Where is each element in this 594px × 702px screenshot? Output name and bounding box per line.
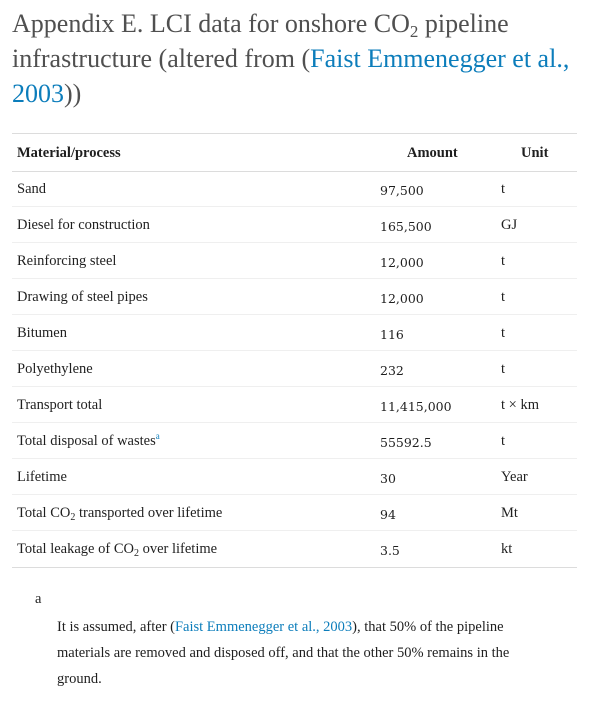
row-label-co2-leakage-rest: over lifetime — [138, 541, 218, 557]
header-bottom-rule — [12, 171, 577, 172]
header-unit: Unit — [521, 145, 549, 161]
table-top-rule — [12, 133, 577, 134]
row-divider — [12, 386, 577, 387]
row-amount-transport: 11,415,000 — [380, 399, 452, 414]
footnote-citation-link[interactable]: Faist Emmenegger et al., 2003 — [174, 619, 353, 635]
row-label-co2-transported-rest: transported over lifetime — [75, 505, 223, 521]
row-amount-bitumen: 116 — [380, 327, 404, 342]
row-label-polyethylene: Polyethylene — [17, 361, 93, 377]
row-amount-wastes: 55592.5 — [380, 435, 432, 450]
row-divider — [12, 350, 577, 351]
title-prefix: Appendix E. LCI data for onshore CO — [12, 9, 410, 38]
row-label-co2-transported-text: Total CO — [17, 505, 71, 521]
row-unit-co2-transported: Mt — [501, 505, 518, 521]
row-unit-diesel: GJ — [501, 217, 518, 233]
row-label-co2-transported: Total CO2 transported over lifetime — [17, 505, 223, 523]
row-unit-sand: t — [501, 181, 506, 197]
row-label-diesel: Diesel for construction — [17, 217, 150, 233]
row-unit-polyethylene: t — [501, 361, 506, 377]
row-label-co2-leakage: Total leakage of CO2 over lifetime — [17, 541, 218, 559]
row-amount-reinforcing-steel: 12,000 — [380, 255, 424, 270]
header-amount: Amount — [407, 145, 458, 161]
row-label-lifetime: Lifetime — [17, 469, 67, 485]
row-unit-wastes: t — [501, 433, 506, 449]
row-amount-steel-pipes: 12,000 — [380, 291, 424, 306]
row-label-steel-pipes: Drawing of steel pipes — [17, 289, 148, 305]
title-citation-link[interactable]: Faist Emmenegger et al., 2003 — [12, 44, 570, 108]
title-subscript: 2 — [409, 22, 419, 41]
row-amount-lifetime: 30 — [380, 471, 396, 486]
footnote-text-before: It is assumed, after ( — [57, 619, 175, 635]
title-suffix: )) — [64, 79, 82, 108]
row-unit-steel-pipes: t — [501, 289, 506, 305]
row-unit-co2-leakage: kt — [501, 541, 513, 557]
row-amount-co2-leakage: 3.5 — [380, 543, 400, 558]
table-bottom-rule — [12, 567, 577, 568]
row-unit-reinforcing-steel: t — [501, 253, 506, 269]
row-divider — [12, 242, 577, 243]
title-middle: pipeline infrastructure (altered from ( — [12, 9, 509, 73]
row-amount-diesel: 165,500 — [380, 219, 432, 234]
row-divider — [12, 494, 577, 495]
footnote-label: a — [35, 591, 42, 607]
row-label-bitumen: Bitumen — [17, 325, 67, 341]
row-divider — [12, 206, 577, 207]
row-amount-polyethylene: 232 — [380, 363, 404, 378]
row-divider — [12, 458, 577, 459]
row-label-wastes-text: Total disposal of wastes — [17, 433, 156, 449]
row-amount-co2-transported: 94 — [380, 507, 396, 522]
row-divider — [12, 278, 577, 279]
row-divider — [12, 422, 577, 423]
row-label-sand: Sand — [17, 181, 46, 197]
row-unit-bitumen: t — [501, 325, 506, 341]
row-divider — [12, 530, 577, 531]
header-material: Material/process — [17, 145, 121, 161]
row-unit-transport: t × km — [501, 397, 539, 413]
table-title: Appendix E. LCI data for onshore CO2 pip… — [12, 6, 587, 111]
row-label-transport: Transport total — [17, 397, 103, 413]
co2-subscript: 2 — [70, 512, 76, 523]
row-label-co2-leakage-text: Total leakage of CO — [17, 541, 134, 557]
row-amount-sand: 97,500 — [380, 183, 424, 198]
row-unit-lifetime: Year — [501, 469, 528, 485]
row-label-reinforcing-steel: Reinforcing steel — [17, 253, 117, 269]
row-divider — [12, 314, 577, 315]
footnote-marker-link[interactable]: a — [155, 431, 160, 441]
co2-subscript: 2 — [133, 548, 139, 559]
row-label-wastes: Total disposal of wastesa — [17, 431, 160, 450]
footnote-text-after: ), that 50% of the pipeline materials ar… — [57, 619, 510, 687]
footnote-text: It is assumed, after (Faist Emmenegger e… — [57, 614, 557, 692]
